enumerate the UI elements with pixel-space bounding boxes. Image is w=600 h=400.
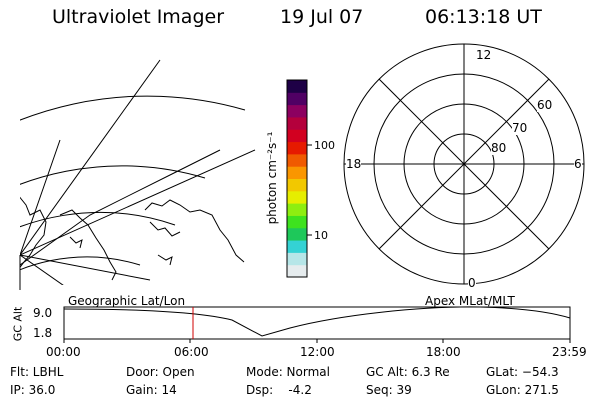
- lat-label-70: 70: [512, 121, 528, 135]
- x-tick-2359: 23:59: [552, 345, 587, 359]
- coastline: [69, 236, 83, 249]
- lat-label-80: 80: [491, 141, 507, 155]
- colorbar-cell: [287, 92, 307, 106]
- colorbar-cell: [287, 240, 307, 253]
- x-tick-0600: 06:00: [174, 345, 209, 359]
- mode-info: Mode: Normal: [246, 365, 330, 379]
- colorbar-cell: [287, 215, 307, 229]
- ip-info: IP: 36.0: [10, 383, 56, 397]
- coastline: [20, 196, 47, 269]
- colorbar-cell: [287, 153, 307, 167]
- lat-label-60: 60: [537, 98, 553, 112]
- x-tick-0000: 00:00: [46, 345, 81, 359]
- coastline: [149, 221, 181, 237]
- colorbar-cell: [287, 141, 307, 155]
- colorbar-cell: [287, 264, 307, 278]
- colorbar-cell: [287, 203, 307, 216]
- mlt-label-18: 18: [346, 157, 362, 171]
- instrument-title: Ultraviolet Imager: [52, 6, 225, 28]
- mlt-label-12: 12: [476, 48, 492, 62]
- colorbar-cell: [287, 104, 307, 118]
- lon-line: [20, 254, 64, 285]
- date-label: 19 Jul 07: [280, 6, 364, 28]
- colorbar-cell: [287, 190, 307, 204]
- colorbar-tick-100: 100: [314, 139, 335, 152]
- x-tick-1200: 12:00: [300, 345, 335, 359]
- colorbar-cell: [287, 116, 307, 130]
- mlt-label-6: 6: [574, 157, 582, 171]
- gain-info: Gain: 14: [126, 383, 177, 397]
- glon-info: GLon: 271.5: [486, 383, 559, 397]
- colorbar-cell: [287, 80, 307, 93]
- colorbar-cell: [287, 252, 307, 266]
- lat-arc: [20, 211, 176, 228]
- colorbar-cell: [287, 129, 307, 143]
- glat-info: GLat: −54.3: [486, 365, 559, 379]
- colorbar-cell: [287, 166, 307, 179]
- altitude-curve: [63, 306, 571, 337]
- coastline: [59, 209, 117, 281]
- colorbar-cell: [287, 178, 307, 192]
- lat-arc: [20, 95, 246, 121]
- timeline-y-min: 1.8: [33, 326, 53, 340]
- gc-alt-info: GC Alt: 6.3 Re: [366, 365, 450, 379]
- lon-line: [20, 139, 61, 256]
- colorbar-tick-10: 10: [314, 229, 328, 242]
- filter-info: Flt: LBHL: [10, 365, 64, 379]
- lat-arc: [20, 165, 206, 185]
- lon-line: [20, 149, 221, 266]
- dsp-info: Dsp: -4.2: [246, 383, 312, 397]
- colorbar-cell: [287, 227, 307, 241]
- timeline-right-caption: Apex MLat/MLT: [425, 294, 515, 308]
- mlt-label-0: 0: [468, 276, 476, 290]
- timeline-left-caption: Geographic Lat/Lon: [68, 294, 186, 308]
- time-label: 06:13:18 UT: [425, 6, 542, 28]
- x-tick-1800: 18:00: [426, 345, 461, 359]
- lon-line: [20, 59, 161, 256]
- lon-line: [20, 254, 151, 281]
- seq-info: Seq: 39: [366, 383, 412, 397]
- door-info: Door: Open: [126, 365, 195, 379]
- timeline-y-max: 9.0: [33, 306, 53, 320]
- coastline: [144, 199, 245, 263]
- coastline: [157, 254, 173, 266]
